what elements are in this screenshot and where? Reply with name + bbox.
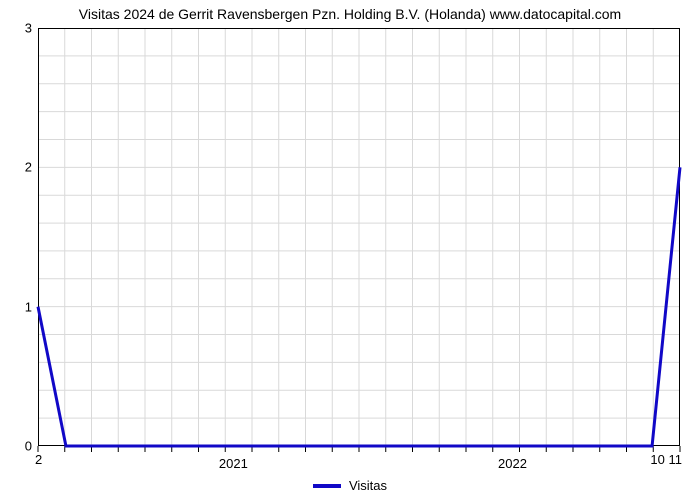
legend-label: Visitas (349, 478, 387, 493)
legend: Visitas (0, 478, 700, 493)
x-tick-year-label: 2022 (498, 456, 527, 471)
y-tick-label: 2 (14, 160, 32, 175)
legend-swatch (313, 484, 341, 488)
y-tick-label: 1 (14, 299, 32, 314)
x-tick-start-label: 2 (35, 452, 42, 467)
chart-container: Visitas 2024 de Gerrit Ravensbergen Pzn.… (0, 0, 700, 500)
y-tick-label: 0 (14, 439, 32, 454)
y-tick-label: 3 (14, 21, 32, 36)
x-tick-year-label: 2021 (219, 456, 248, 471)
chart-svg (38, 28, 680, 456)
chart-title: Visitas 2024 de Gerrit Ravensbergen Pzn.… (0, 6, 700, 22)
x-tick-end-labels: 10 11 (650, 452, 682, 467)
plot-area (38, 28, 680, 446)
